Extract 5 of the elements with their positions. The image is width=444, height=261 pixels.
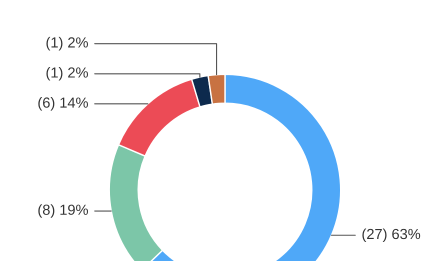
data-label: (6) 14% [38,97,88,111]
data-label: (8) 19% [38,204,88,218]
data-label: (1) 2% [46,36,88,50]
data-label: (27) 63% [362,228,420,242]
data-label: (1) 2% [46,66,88,81]
